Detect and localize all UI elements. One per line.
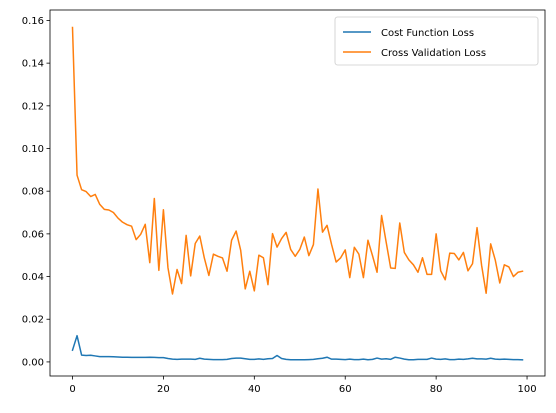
- legend-box: [334, 16, 539, 66]
- x-tick-label: 80: [430, 384, 443, 395]
- series-line-1: [71, 26, 524, 295]
- series-line-0: [71, 334, 524, 361]
- x-tick-label: 60: [339, 384, 352, 395]
- axes-frame: [49, 9, 546, 377]
- y-tick-label: 0.16: [22, 16, 44, 27]
- x-axis: 0 20 40 60 80 100: [69, 376, 537, 395]
- y-axis: 0.00 0.02 0.04 0.06 0.08 0.10 0.12 0.14 0.16: [22, 16, 50, 368]
- y-tick-label: 0.14: [22, 59, 44, 70]
- x-tick-label: 40: [248, 384, 261, 395]
- legend-label-1: Cross Validation Loss: [381, 48, 486, 59]
- x-tick-label: 100: [517, 384, 536, 395]
- series-lines: [71, 26, 524, 361]
- y-tick-label: 0.00: [22, 357, 44, 368]
- y-tick-label: 0.10: [22, 144, 44, 155]
- x-tick-label: 20: [157, 384, 170, 395]
- y-tick-label: 0.08: [22, 187, 44, 198]
- y-tick-label: 0.06: [22, 229, 44, 240]
- x-tick-label: 0: [69, 384, 75, 395]
- legend-label-0: Cost Function Loss: [381, 28, 474, 39]
- legend: Cost Function Loss Cross Validation Loss: [334, 16, 539, 66]
- y-tick-label: 0.02: [22, 315, 44, 326]
- y-tick-label: 0.04: [22, 272, 44, 283]
- y-tick-label: 0.12: [22, 101, 44, 112]
